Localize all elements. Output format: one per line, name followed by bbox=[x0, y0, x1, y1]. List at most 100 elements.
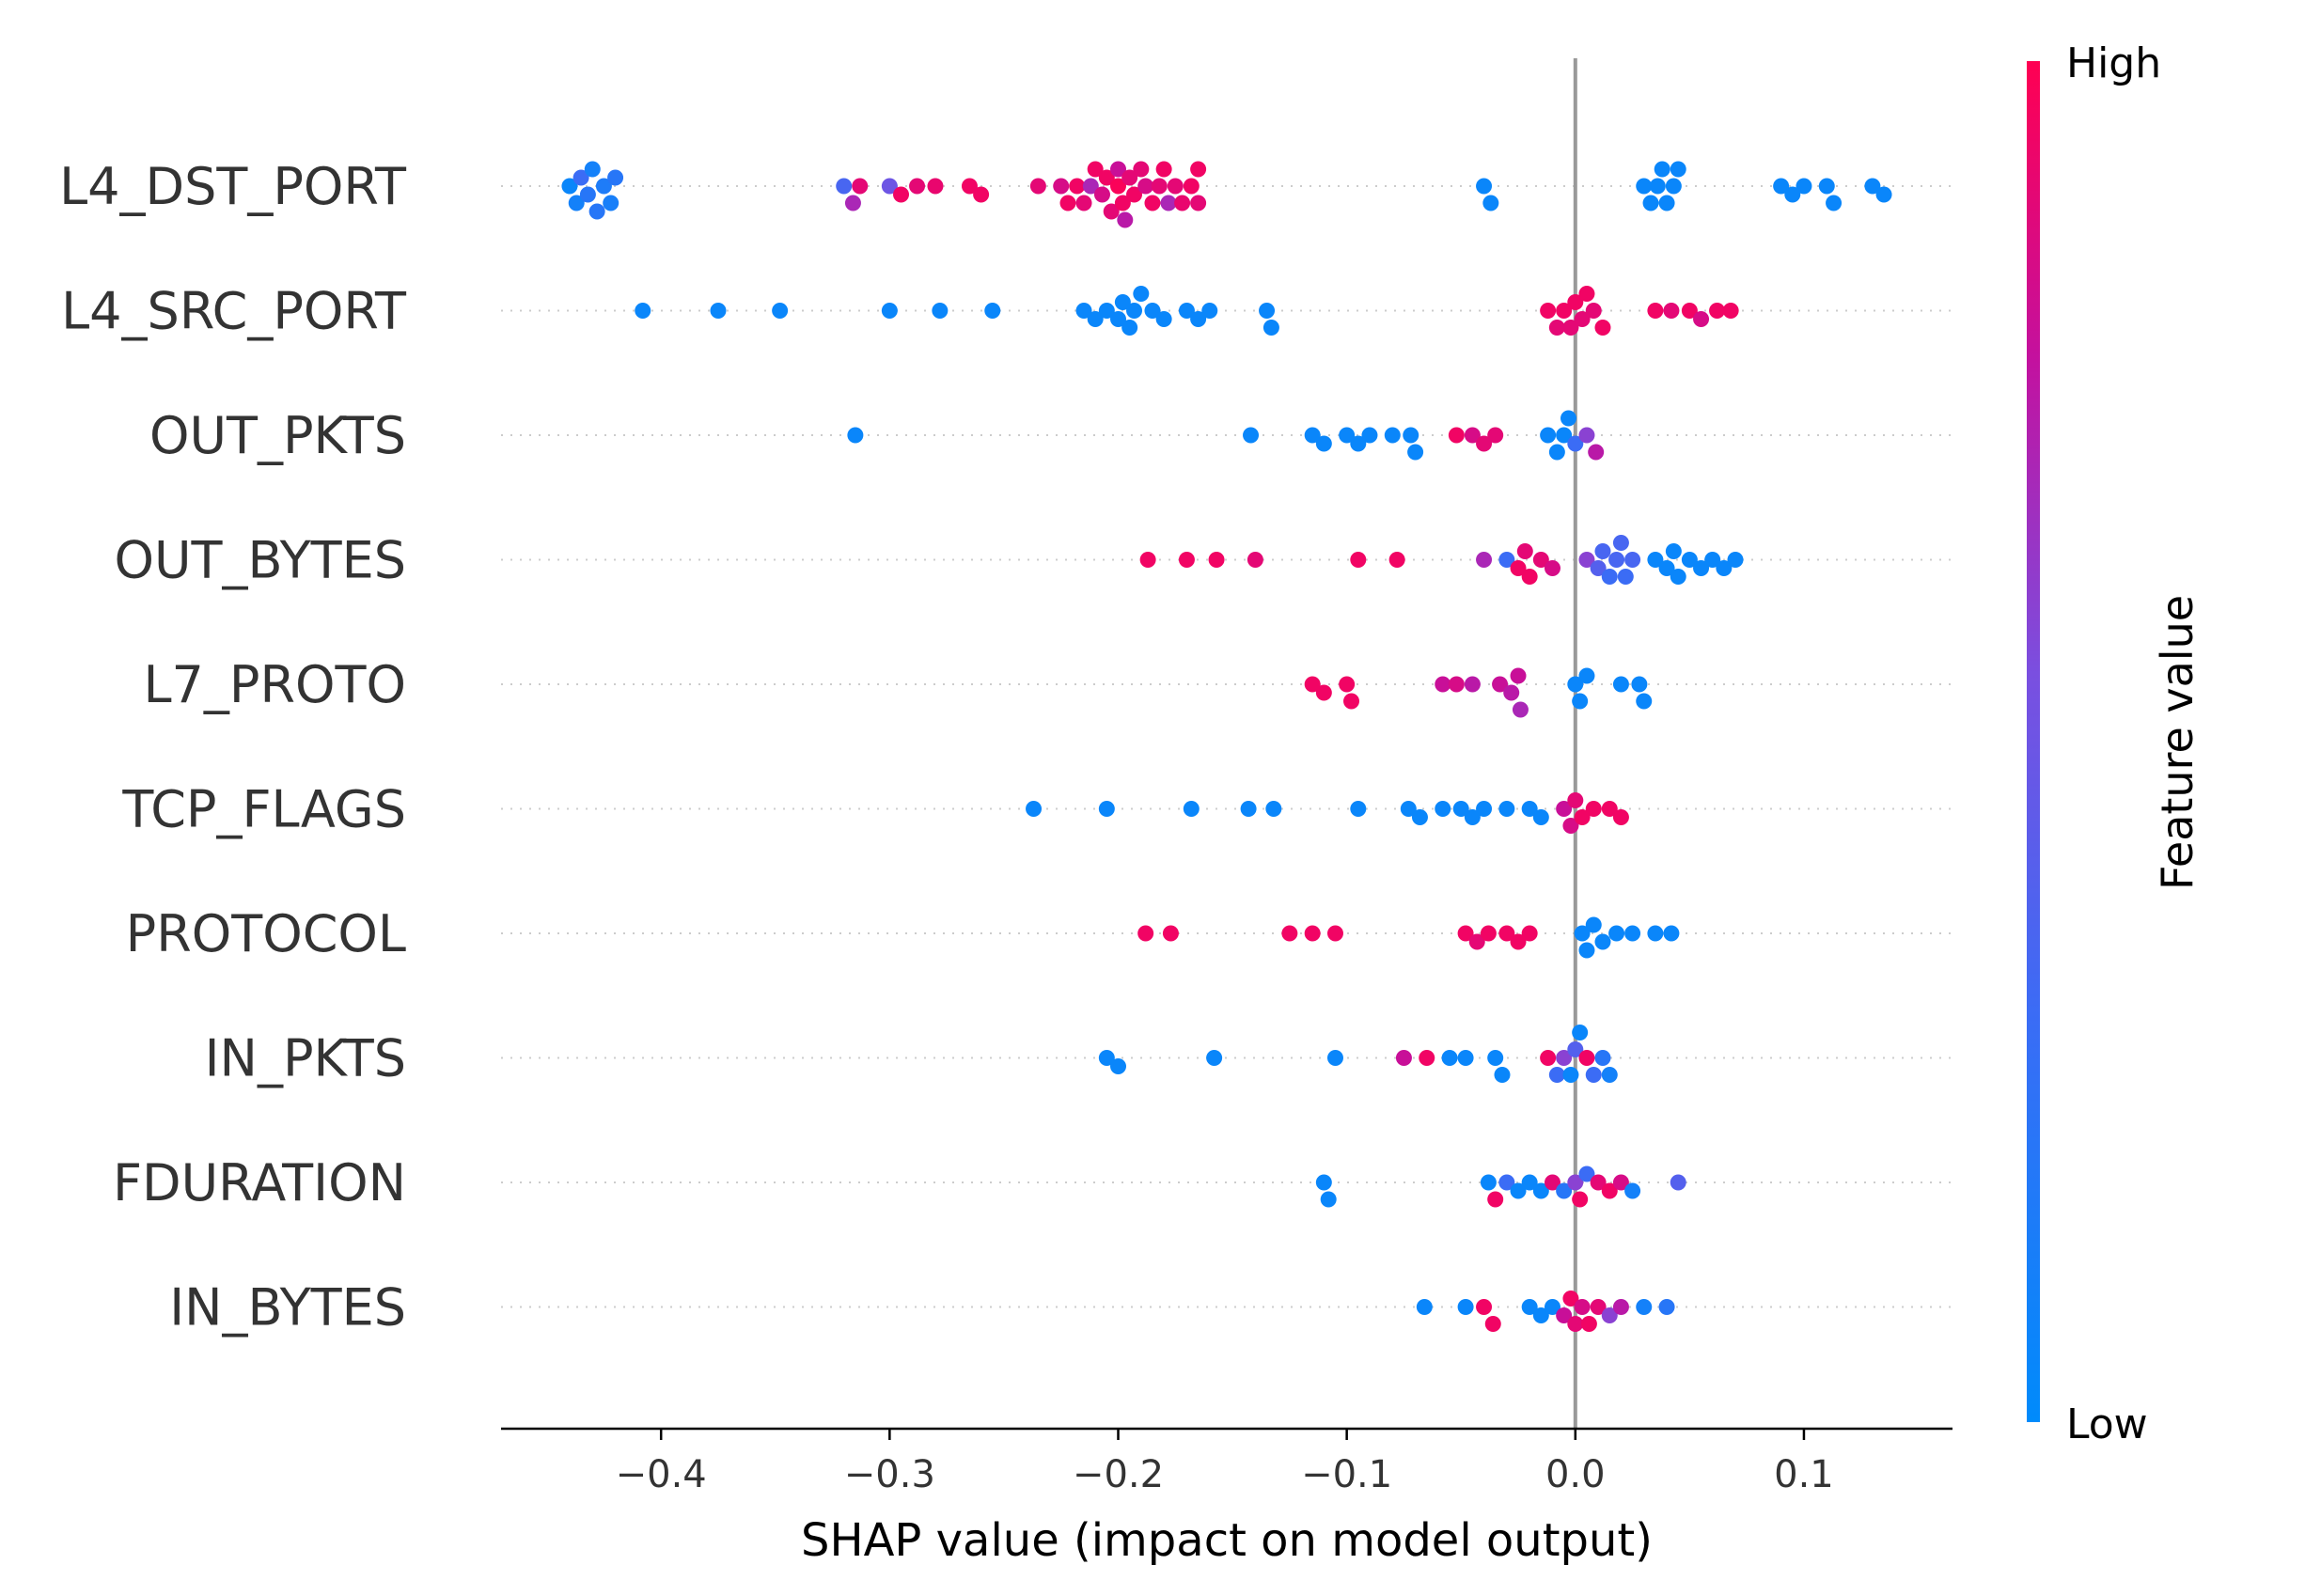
data-point bbox=[1562, 320, 1579, 336]
data-point bbox=[1532, 809, 1549, 825]
data-point bbox=[1384, 427, 1401, 444]
data-point bbox=[1098, 1050, 1115, 1066]
data-point bbox=[584, 161, 601, 178]
data-point bbox=[1114, 294, 1131, 310]
data-point bbox=[927, 178, 944, 195]
data-point bbox=[1093, 186, 1110, 203]
data-point bbox=[1476, 552, 1493, 568]
data-point bbox=[1670, 569, 1686, 585]
data-point bbox=[1498, 801, 1515, 817]
data-point bbox=[836, 178, 853, 195]
data-point bbox=[1144, 195, 1161, 211]
data-point bbox=[1243, 427, 1260, 444]
data-point bbox=[1709, 303, 1726, 319]
data-point bbox=[1464, 676, 1481, 693]
data-point bbox=[1612, 809, 1629, 825]
data-point bbox=[1578, 1050, 1595, 1066]
x-axis-title: SHAP value (impact on model output) bbox=[801, 1514, 1653, 1567]
data-point bbox=[1567, 676, 1584, 693]
data-point bbox=[1487, 427, 1504, 444]
data-point bbox=[1636, 1299, 1653, 1315]
data-point bbox=[1608, 552, 1625, 568]
data-point bbox=[961, 178, 978, 195]
data-point bbox=[1556, 801, 1573, 817]
data-point bbox=[1117, 211, 1134, 228]
data-point bbox=[1875, 186, 1892, 203]
data-point bbox=[1670, 1174, 1686, 1191]
data-point bbox=[1029, 178, 1046, 195]
x-tick-label: −0.2 bbox=[1073, 1453, 1164, 1496]
data-point bbox=[1594, 1050, 1611, 1066]
x-tick-label: 0.1 bbox=[1774, 1453, 1834, 1496]
x-tick-label: 0.0 bbox=[1545, 1453, 1606, 1496]
data-point bbox=[1590, 560, 1607, 576]
data-point bbox=[1498, 552, 1515, 568]
data-point bbox=[1155, 161, 1172, 178]
data-point bbox=[1532, 1307, 1549, 1323]
data-point bbox=[1114, 195, 1131, 211]
data-point bbox=[1773, 178, 1790, 195]
colorbar-high-label: High bbox=[2066, 39, 2161, 87]
data-point bbox=[1562, 1291, 1579, 1307]
data-point bbox=[1693, 560, 1710, 576]
data-point bbox=[1240, 801, 1257, 817]
data-point bbox=[1521, 1174, 1538, 1191]
data-point bbox=[1572, 693, 1589, 710]
data-point bbox=[1521, 569, 1538, 585]
data-point bbox=[1624, 925, 1641, 942]
data-point bbox=[1190, 311, 1207, 327]
data-point bbox=[1556, 1307, 1573, 1323]
data-point bbox=[1548, 1067, 1565, 1083]
data-point bbox=[1400, 801, 1417, 817]
data-point bbox=[1681, 552, 1698, 568]
data-point bbox=[1665, 543, 1682, 559]
data-point bbox=[1087, 311, 1104, 327]
data-point bbox=[1201, 303, 1218, 319]
data-point bbox=[1601, 569, 1618, 585]
data-point bbox=[1326, 925, 1343, 942]
data-point bbox=[1574, 1299, 1591, 1315]
data-point bbox=[1562, 818, 1579, 834]
data-point bbox=[1139, 552, 1156, 568]
data-point bbox=[1567, 1041, 1584, 1057]
data-point bbox=[588, 203, 605, 220]
data-point bbox=[1468, 933, 1485, 950]
data-point bbox=[595, 178, 612, 195]
data-point bbox=[1395, 1050, 1412, 1066]
data-point bbox=[1510, 933, 1527, 950]
data-point bbox=[844, 195, 861, 211]
data-point bbox=[1612, 1174, 1629, 1191]
data-point bbox=[1658, 560, 1675, 576]
data-point bbox=[1567, 1174, 1584, 1191]
data-point bbox=[607, 169, 624, 186]
data-point bbox=[1208, 552, 1225, 568]
data-point bbox=[603, 195, 619, 211]
data-point bbox=[1339, 676, 1356, 693]
data-point bbox=[1133, 161, 1150, 178]
data-point bbox=[1572, 1025, 1589, 1041]
data-point bbox=[1560, 410, 1577, 427]
data-point bbox=[1498, 925, 1515, 942]
data-point bbox=[1521, 925, 1538, 942]
data-point bbox=[1612, 676, 1629, 693]
data-point bbox=[710, 303, 727, 319]
data-point bbox=[1155, 311, 1172, 327]
data-point bbox=[1339, 427, 1356, 444]
data-point bbox=[1578, 942, 1595, 959]
data-point bbox=[1647, 925, 1664, 942]
data-point bbox=[1480, 925, 1497, 942]
data-point bbox=[1578, 667, 1595, 684]
data-point bbox=[1126, 186, 1143, 203]
data-point bbox=[1026, 801, 1043, 817]
data-point bbox=[1658, 195, 1675, 211]
data-point bbox=[1103, 203, 1120, 220]
data-point bbox=[1498, 1174, 1515, 1191]
data-point bbox=[1126, 303, 1143, 319]
data-point bbox=[1540, 427, 1557, 444]
data-point bbox=[1098, 303, 1115, 319]
feature-labels: L4_DST_PORT L4_SRC_PORT OUT_PKTS OUT_BYTES L… bbox=[59, 157, 407, 1338]
data-point bbox=[1315, 684, 1332, 701]
data-point bbox=[1441, 1050, 1458, 1066]
data-point bbox=[1487, 1191, 1504, 1208]
